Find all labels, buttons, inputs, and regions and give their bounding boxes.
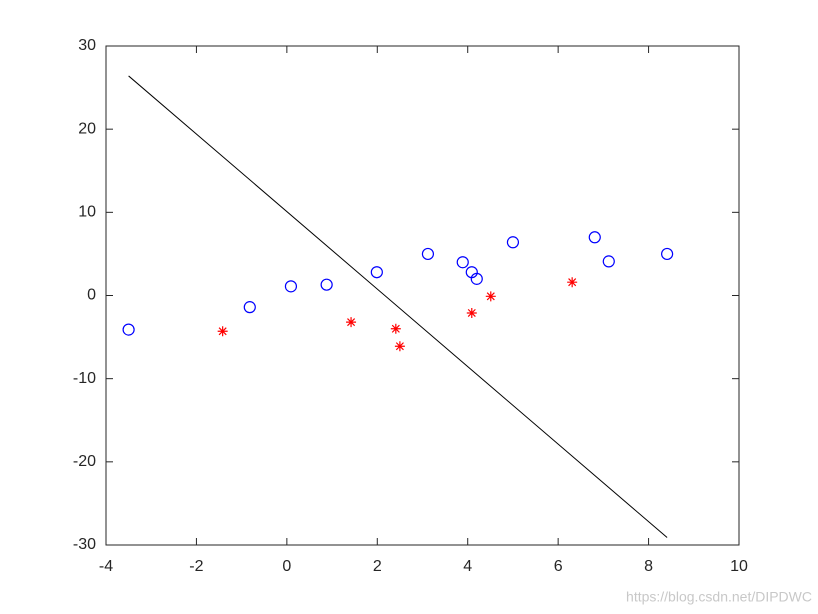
circle-marker xyxy=(122,323,135,336)
circle-marker xyxy=(320,278,333,291)
y-tick-label: -10 xyxy=(73,370,96,387)
circle-marker xyxy=(602,255,615,268)
x-tick-label: 2 xyxy=(373,558,382,575)
y-tick-label: -30 xyxy=(73,536,96,553)
y-tick-label: 10 xyxy=(78,204,96,221)
circle-marker xyxy=(284,280,298,293)
star-marker xyxy=(390,323,401,334)
y-tick-label: 30 xyxy=(78,37,96,54)
circle-marker xyxy=(588,231,601,244)
circle-marker xyxy=(421,247,435,261)
y-tick-label: 0 xyxy=(87,287,96,304)
circle-marker xyxy=(470,272,483,285)
star-marker xyxy=(466,307,477,318)
x-tick-label: -4 xyxy=(99,558,113,575)
x-tick-label: 0 xyxy=(282,558,291,575)
circle-marker xyxy=(370,266,383,279)
star-marker xyxy=(217,326,228,337)
x-tick-label: 8 xyxy=(644,558,653,575)
line xyxy=(128,75,668,538)
x-tick-label: -2 xyxy=(189,558,203,575)
circle-marker xyxy=(661,247,674,261)
star-marker xyxy=(567,277,578,288)
watermark: https://blog.csdn.net/DIPDWC xyxy=(626,589,812,605)
star-marker xyxy=(485,291,496,302)
star-marker xyxy=(394,341,405,352)
circle-marker xyxy=(506,236,520,249)
x-tick-label: 6 xyxy=(554,558,563,575)
y-tick-label: 20 xyxy=(78,120,96,137)
star-marker xyxy=(346,317,357,328)
circle-marker xyxy=(456,256,469,269)
circle-marker xyxy=(243,301,256,314)
x-tick-label: 10 xyxy=(730,558,748,575)
y-tick-label: -20 xyxy=(73,453,96,470)
x-tick-label: 4 xyxy=(463,558,472,575)
